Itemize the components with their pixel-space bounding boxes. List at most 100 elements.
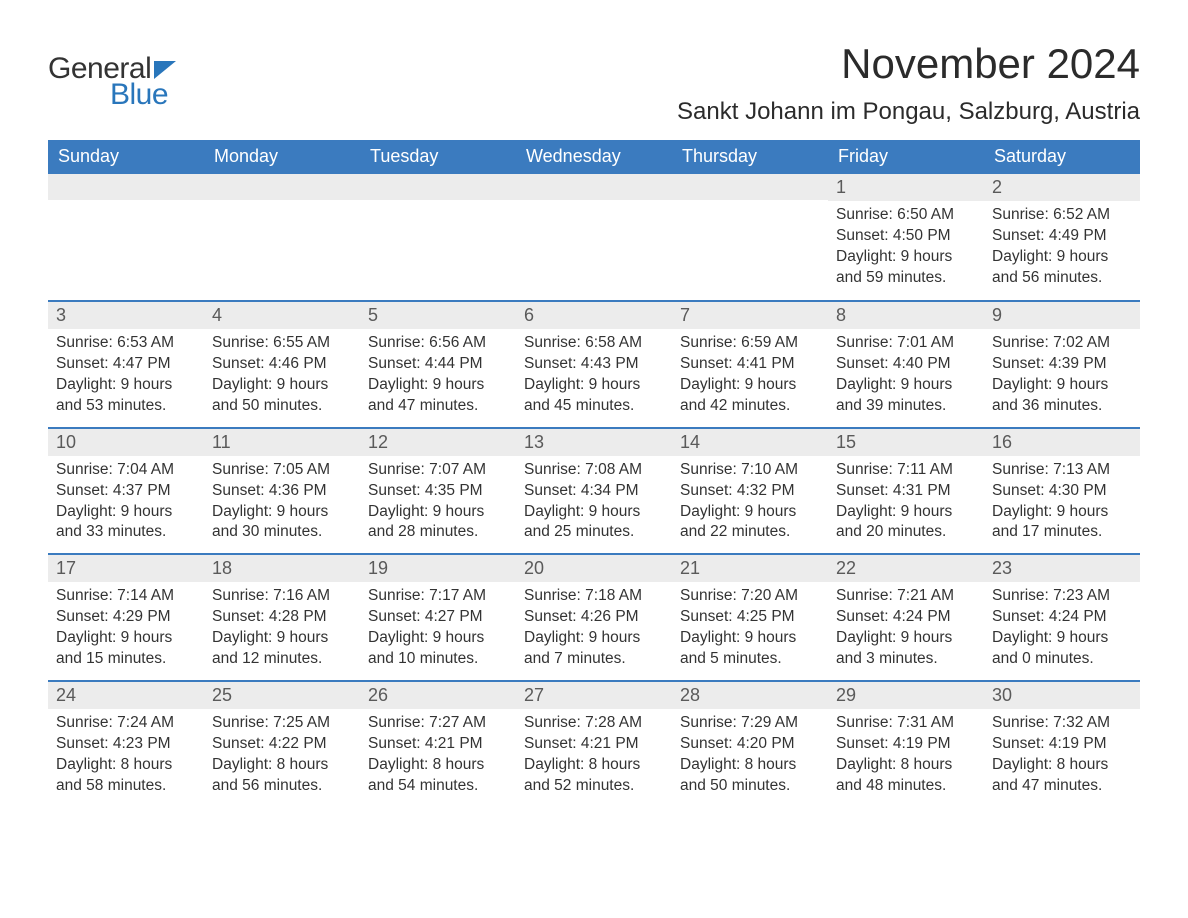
- daylight-line-2: and 45 minutes.: [524, 396, 664, 417]
- sunset-line: Sunset: 4:19 PM: [992, 734, 1132, 755]
- day-number: 8: [828, 302, 984, 329]
- daylight-line-1: Daylight: 9 hours: [368, 375, 508, 396]
- day-number: 6: [516, 302, 672, 329]
- day-cell: 27Sunrise: 7:28 AMSunset: 4:21 PMDayligh…: [516, 682, 672, 807]
- sunrise-line: Sunrise: 7:29 AM: [680, 713, 820, 734]
- daylight-line-1: Daylight: 8 hours: [368, 755, 508, 776]
- day-number: [48, 174, 204, 200]
- day-number: 21: [672, 555, 828, 582]
- day-cell: [48, 174, 204, 300]
- week-row: 24Sunrise: 7:24 AMSunset: 4:23 PMDayligh…: [48, 680, 1140, 807]
- day-number: 13: [516, 429, 672, 456]
- day-content: Sunrise: 7:13 AMSunset: 4:30 PMDaylight:…: [984, 456, 1140, 554]
- week-row: 17Sunrise: 7:14 AMSunset: 4:29 PMDayligh…: [48, 553, 1140, 680]
- day-cell: 18Sunrise: 7:16 AMSunset: 4:28 PMDayligh…: [204, 555, 360, 680]
- day-content: Sunrise: 7:10 AMSunset: 4:32 PMDaylight:…: [672, 456, 828, 554]
- daylight-line-2: and 47 minutes.: [992, 776, 1132, 797]
- logo: General Blue: [48, 52, 176, 112]
- sunset-line: Sunset: 4:43 PM: [524, 354, 664, 375]
- day-cell: 29Sunrise: 7:31 AMSunset: 4:19 PMDayligh…: [828, 682, 984, 807]
- daylight-line-1: Daylight: 9 hours: [836, 502, 976, 523]
- daylight-line-1: Daylight: 9 hours: [212, 375, 352, 396]
- day-cell: 1Sunrise: 6:50 AMSunset: 4:50 PMDaylight…: [828, 174, 984, 300]
- day-number: 19: [360, 555, 516, 582]
- day-cell: 4Sunrise: 6:55 AMSunset: 4:46 PMDaylight…: [204, 302, 360, 427]
- day-header-row: SundayMondayTuesdayWednesdayThursdayFrid…: [48, 140, 1140, 174]
- sunset-line: Sunset: 4:25 PM: [680, 607, 820, 628]
- daylight-line-2: and 50 minutes.: [212, 396, 352, 417]
- day-cell: 10Sunrise: 7:04 AMSunset: 4:37 PMDayligh…: [48, 429, 204, 554]
- daylight-line-2: and 36 minutes.: [992, 396, 1132, 417]
- day-number: 24: [48, 682, 204, 709]
- daylight-line-1: Daylight: 9 hours: [212, 502, 352, 523]
- day-cell: 13Sunrise: 7:08 AMSunset: 4:34 PMDayligh…: [516, 429, 672, 554]
- day-number: [360, 174, 516, 200]
- sunset-line: Sunset: 4:35 PM: [368, 481, 508, 502]
- daylight-line-2: and 56 minutes.: [212, 776, 352, 797]
- week-row: 3Sunrise: 6:53 AMSunset: 4:47 PMDaylight…: [48, 300, 1140, 427]
- daylight-line-1: Daylight: 9 hours: [680, 502, 820, 523]
- day-number: 28: [672, 682, 828, 709]
- sunrise-line: Sunrise: 7:11 AM: [836, 460, 976, 481]
- day-cell: 12Sunrise: 7:07 AMSunset: 4:35 PMDayligh…: [360, 429, 516, 554]
- day-content: Sunrise: 7:02 AMSunset: 4:39 PMDaylight:…: [984, 329, 1140, 427]
- day-content: Sunrise: 7:32 AMSunset: 4:19 PMDaylight:…: [984, 709, 1140, 807]
- sunset-line: Sunset: 4:19 PM: [836, 734, 976, 755]
- day-cell: 21Sunrise: 7:20 AMSunset: 4:25 PMDayligh…: [672, 555, 828, 680]
- day-content: Sunrise: 7:25 AMSunset: 4:22 PMDaylight:…: [204, 709, 360, 807]
- daylight-line-1: Daylight: 9 hours: [992, 628, 1132, 649]
- sunrise-line: Sunrise: 7:04 AM: [56, 460, 196, 481]
- day-header: Saturday: [984, 140, 1140, 174]
- day-cell: 3Sunrise: 6:53 AMSunset: 4:47 PMDaylight…: [48, 302, 204, 427]
- sunset-line: Sunset: 4:44 PM: [368, 354, 508, 375]
- day-number: 25: [204, 682, 360, 709]
- sunset-line: Sunset: 4:40 PM: [836, 354, 976, 375]
- daylight-line-1: Daylight: 9 hours: [680, 375, 820, 396]
- day-content: Sunrise: 6:52 AMSunset: 4:49 PMDaylight:…: [984, 201, 1140, 299]
- day-number: 2: [984, 174, 1140, 201]
- sunrise-line: Sunrise: 7:18 AM: [524, 586, 664, 607]
- day-content: Sunrise: 7:18 AMSunset: 4:26 PMDaylight:…: [516, 582, 672, 680]
- day-number: 27: [516, 682, 672, 709]
- sunset-line: Sunset: 4:37 PM: [56, 481, 196, 502]
- sunrise-line: Sunrise: 7:08 AM: [524, 460, 664, 481]
- daylight-line-1: Daylight: 9 hours: [992, 375, 1132, 396]
- day-number: 20: [516, 555, 672, 582]
- day-content: Sunrise: 7:21 AMSunset: 4:24 PMDaylight:…: [828, 582, 984, 680]
- daylight-line-1: Daylight: 9 hours: [992, 502, 1132, 523]
- sunrise-line: Sunrise: 7:27 AM: [368, 713, 508, 734]
- daylight-line-2: and 33 minutes.: [56, 522, 196, 543]
- daylight-line-2: and 58 minutes.: [56, 776, 196, 797]
- day-content: Sunrise: 7:24 AMSunset: 4:23 PMDaylight:…: [48, 709, 204, 807]
- sunset-line: Sunset: 4:39 PM: [992, 354, 1132, 375]
- sunset-line: Sunset: 4:49 PM: [992, 226, 1132, 247]
- daylight-line-2: and 56 minutes.: [992, 268, 1132, 289]
- daylight-line-1: Daylight: 9 hours: [56, 502, 196, 523]
- day-cell: 26Sunrise: 7:27 AMSunset: 4:21 PMDayligh…: [360, 682, 516, 807]
- day-number: 3: [48, 302, 204, 329]
- day-number: 9: [984, 302, 1140, 329]
- sunrise-line: Sunrise: 7:10 AM: [680, 460, 820, 481]
- day-content: Sunrise: 7:01 AMSunset: 4:40 PMDaylight:…: [828, 329, 984, 427]
- day-content: Sunrise: 7:31 AMSunset: 4:19 PMDaylight:…: [828, 709, 984, 807]
- daylight-line-1: Daylight: 9 hours: [836, 247, 976, 268]
- daylight-line-2: and 47 minutes.: [368, 396, 508, 417]
- daylight-line-1: Daylight: 9 hours: [56, 628, 196, 649]
- day-number: [516, 174, 672, 200]
- day-number: 12: [360, 429, 516, 456]
- sunset-line: Sunset: 4:22 PM: [212, 734, 352, 755]
- sunset-line: Sunset: 4:24 PM: [836, 607, 976, 628]
- daylight-line-2: and 52 minutes.: [524, 776, 664, 797]
- sunrise-line: Sunrise: 7:07 AM: [368, 460, 508, 481]
- daylight-line-1: Daylight: 8 hours: [836, 755, 976, 776]
- day-content: Sunrise: 6:55 AMSunset: 4:46 PMDaylight:…: [204, 329, 360, 427]
- sunrise-line: Sunrise: 7:25 AM: [212, 713, 352, 734]
- daylight-line-2: and 20 minutes.: [836, 522, 976, 543]
- sunrise-line: Sunrise: 6:59 AM: [680, 333, 820, 354]
- sunset-line: Sunset: 4:20 PM: [680, 734, 820, 755]
- day-number: 16: [984, 429, 1140, 456]
- sunrise-line: Sunrise: 7:02 AM: [992, 333, 1132, 354]
- daylight-line-2: and 28 minutes.: [368, 522, 508, 543]
- sunrise-line: Sunrise: 6:53 AM: [56, 333, 196, 354]
- daylight-line-2: and 5 minutes.: [680, 649, 820, 670]
